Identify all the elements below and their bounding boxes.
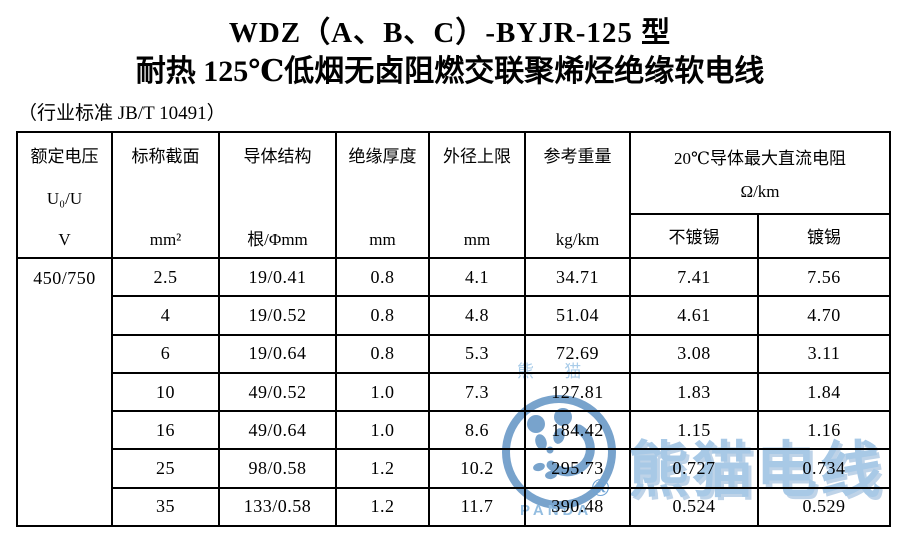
spec-table: 额定电压 U₀/U V 标称截面 mm² 导体结构 根/Φmm 绝缘: [16, 131, 891, 528]
table-cell: 10: [111, 371, 220, 413]
table-cell: 7.3: [428, 371, 526, 413]
table-cell: 7.41: [629, 256, 759, 298]
table-cell: 0.524: [629, 486, 759, 528]
doc-title-line2: 耐热 125℃低烟无卤阻燃交联聚烯烃绝缘软电线: [135, 55, 765, 88]
table-row: 35 133/0.58 1.2 11.7 390.48 0.524 0.529: [17, 486, 891, 528]
header-dc-resistance-group: 20℃导体最大直流电阻 Ω/km: [629, 131, 891, 215]
table-cell: 127.81: [524, 371, 631, 413]
header-untinned: 不镀锡: [629, 212, 759, 260]
table-cell: 1.83: [629, 371, 759, 413]
header-rated-voltage-unit: V: [58, 230, 71, 249]
table-cell: 19/0.64: [218, 333, 337, 374]
table-cell: 0.8: [335, 295, 430, 336]
table-cell: 1.84: [757, 371, 891, 413]
table-cell: 0.529: [757, 486, 891, 528]
table-cell: 25: [111, 448, 220, 489]
table-body: 450/750 2.5 19/0.41 0.8 4.1 34.71 7.41 7.56 4 19/…: [16, 256, 891, 528]
table-cell: 3.08: [629, 333, 759, 374]
header-reference-weight-unit: kg/km: [555, 230, 600, 249]
header-dc-resistance-title: 20℃导体最大直流电阻: [673, 148, 847, 168]
table-cell: 4.61: [629, 295, 759, 336]
table-cell: 7.56: [757, 256, 891, 298]
table-cell: 98/0.58: [218, 448, 337, 489]
table-cell: 35: [111, 486, 220, 528]
table-cell: 1.0: [335, 410, 430, 451]
table-cell: 6: [111, 333, 220, 374]
table-cell: 1.0: [335, 371, 430, 413]
header-insulation-thickness-unit: mm: [369, 230, 396, 249]
table-cell: 2.5: [111, 256, 220, 298]
table-cell: 19/0.41: [218, 256, 337, 298]
table-cell: 49/0.52: [218, 371, 337, 413]
table-row: 25 98/0.58 1.2 10.2 295.73 0.727 0.734: [17, 448, 891, 489]
table-cell: 8.6: [428, 410, 526, 451]
table-cell: 1.2: [335, 448, 430, 489]
table-cell: 1.15: [629, 410, 759, 451]
table-cell: 19/0.52: [218, 295, 337, 336]
table-cell: 4.1: [428, 256, 526, 298]
table-cell: 3.11: [757, 333, 891, 374]
table-cell: 11.7: [428, 486, 526, 528]
header-outer-diameter: 外径上限 mm: [428, 131, 526, 259]
header-insulation-thickness-title: 绝缘厚度: [348, 147, 417, 166]
table-cell: 49/0.64: [218, 410, 337, 451]
table-cell: 51.04: [524, 295, 631, 336]
table-cell: 1.16: [757, 410, 891, 451]
voltage-cell: 450/750: [16, 256, 113, 528]
header-nominal-section: 标称截面 mm²: [111, 131, 220, 259]
header-dc-resistance-unit: Ω/km: [740, 182, 780, 202]
doc-title-line1: WDZ（A、B、C）-BYJR-125 型: [228, 17, 672, 49]
table-row: 4 19/0.52 0.8 4.8 51.04 4.61 4.70: [17, 295, 891, 336]
header-outer-diameter-unit: mm: [463, 230, 491, 249]
table-cell: 0.8: [335, 256, 430, 298]
header-rated-voltage: 额定电压 U₀/U V: [16, 131, 113, 259]
header-outer-diameter-title: 外径上限: [443, 147, 511, 166]
header-rated-voltage-title: 额定电压: [30, 147, 99, 166]
header-nominal-section-unit: mm²: [149, 230, 182, 249]
table-row: 450/750 2.5 19/0.41 0.8 4.1 34.71 7.41 7.56: [16, 256, 891, 528]
table-row: 6 19/0.64 0.8 5.3 72.69 3.08 3.11: [17, 333, 891, 374]
table-cell: 390.48: [524, 486, 631, 528]
header-rated-voltage-symbol: U₀/U: [46, 188, 83, 208]
table-cell: 72.69: [524, 333, 631, 374]
table-cell: 5.3: [428, 333, 526, 374]
header-row-sub: 不镀锡 镀锡: [17, 212, 891, 260]
table-cell: 4.70: [757, 295, 891, 336]
header-reference-weight: 参考重量 kg/km: [524, 131, 631, 259]
table-cell: 0.8: [335, 333, 430, 374]
header-row-top: 额定电压 U₀/U V 标称截面 mm² 导体结构 根/Φmm 绝缘: [16, 131, 891, 259]
table-row: 10 49/0.52 1.0 7.3 127.81 1.83 1.84: [17, 371, 891, 413]
header-nominal-section-title: 标称截面: [131, 147, 200, 166]
header-conductor-structure-unit: 根/Φmm: [247, 230, 308, 249]
standard-note: （行业标准 JB/T 10491）: [18, 103, 226, 124]
header-insulation-thickness: 绝缘厚度 mm: [335, 131, 430, 259]
table-cell: 4.8: [428, 295, 526, 336]
table-cell: 184.42: [524, 410, 631, 451]
table-row: 16 49/0.64 1.0 8.6 184.42 1.15 1.16: [17, 410, 891, 451]
table-cell: 133/0.58: [218, 486, 337, 528]
header-conductor-structure: 导体结构 根/Φmm: [218, 131, 337, 259]
table-cell: 10.2: [428, 448, 526, 489]
table-cell: 295.73: [524, 448, 631, 489]
table-cell: 34.71: [524, 256, 631, 298]
table-cell: 1.2: [335, 486, 430, 528]
header-conductor-structure-title: 导体结构: [243, 147, 312, 166]
table-cell: 0.727: [629, 448, 759, 489]
table-cell: 0.734: [757, 448, 891, 489]
header-tinned: 镀锡: [757, 212, 891, 260]
header-reference-weight-title: 参考重量: [543, 147, 612, 166]
table-cell: 4: [111, 295, 220, 336]
table-cell: 16: [111, 410, 220, 451]
